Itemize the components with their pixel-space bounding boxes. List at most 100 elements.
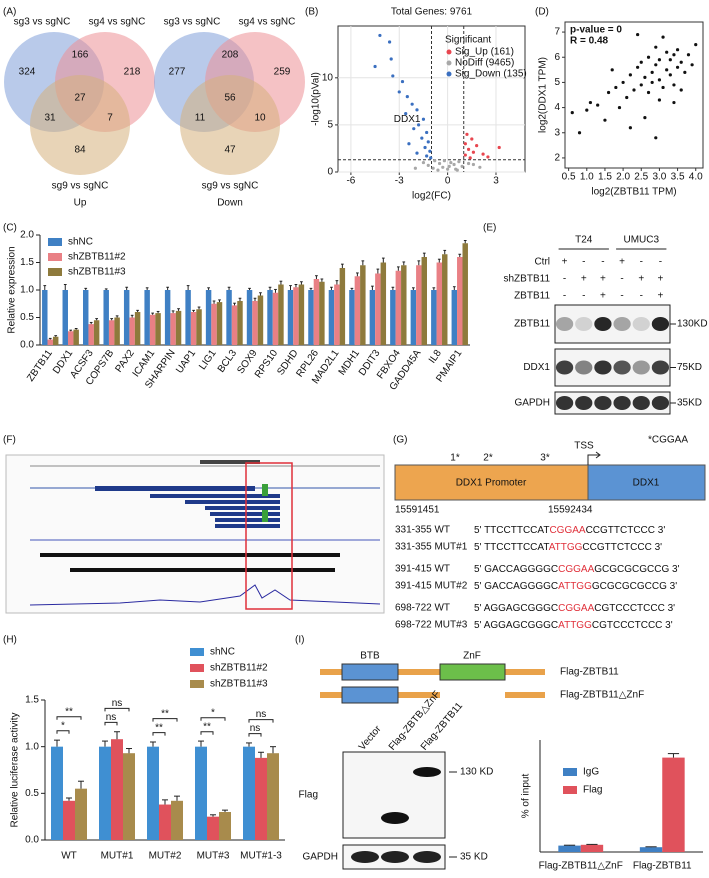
venn-circle bbox=[180, 75, 280, 175]
point bbox=[632, 88, 636, 92]
legend-swatch bbox=[446, 71, 452, 77]
sequence-part: 5' GACCAGGGGC bbox=[474, 564, 558, 575]
sequence-part: ATTGG bbox=[558, 620, 592, 631]
site-label: 2* bbox=[483, 453, 493, 464]
bar bbox=[88, 324, 94, 345]
row-label: GAPDH bbox=[302, 852, 338, 863]
point bbox=[428, 149, 432, 153]
bar bbox=[129, 317, 135, 345]
sequence-part: CGGAA bbox=[549, 525, 585, 536]
venn-count: 10 bbox=[254, 113, 266, 124]
bar bbox=[369, 290, 376, 345]
panel-label: (B) bbox=[305, 7, 318, 18]
point bbox=[614, 85, 618, 90]
bar bbox=[267, 290, 273, 345]
venn-count: 324 bbox=[19, 67, 36, 78]
venn-set-label: sg9 vs sgNC bbox=[202, 181, 259, 192]
point bbox=[466, 161, 471, 166]
y-tick-label: 2 bbox=[554, 153, 560, 164]
point bbox=[387, 40, 392, 44]
significance-bracket bbox=[56, 730, 70, 734]
legend-label: shNC bbox=[210, 647, 235, 658]
bar bbox=[93, 320, 100, 345]
condition-sign: + bbox=[562, 257, 568, 268]
x-axis-label: log2(ZBTB11 TPM) bbox=[591, 187, 676, 198]
sequence: 5' GACCAGGGGCATTGGGCGCGCGCCG 3' bbox=[474, 581, 677, 592]
motif-legend: *CGGAA bbox=[648, 435, 688, 446]
sequence-part: ATTGG bbox=[549, 542, 583, 553]
significance-bracket bbox=[248, 719, 274, 723]
blot-band bbox=[381, 851, 409, 863]
browser-gene bbox=[205, 506, 280, 510]
point bbox=[470, 137, 474, 141]
bar bbox=[123, 290, 130, 345]
sequence-part: GCGCGCGCCG 3' bbox=[592, 581, 677, 592]
significance-bracket bbox=[104, 721, 118, 726]
browser-gene bbox=[185, 500, 280, 504]
tss-label: TSS bbox=[574, 441, 594, 452]
browser-gene bbox=[95, 486, 255, 491]
legend-label: shZBTB11#3 bbox=[210, 679, 268, 690]
point bbox=[425, 154, 429, 158]
point bbox=[421, 160, 426, 165]
point bbox=[690, 63, 694, 67]
point bbox=[433, 159, 437, 163]
bar bbox=[410, 290, 417, 345]
sequence-part: 5' TTCCTTCCAT bbox=[474, 542, 549, 553]
condition-sign: - bbox=[640, 257, 643, 268]
x-tick-label: 2.5 bbox=[634, 172, 648, 183]
point bbox=[668, 73, 672, 77]
y-tick-label: 0 bbox=[327, 167, 333, 178]
y-tick-label: 0.0 bbox=[20, 340, 34, 351]
x-tick-label: MUT#3 bbox=[197, 851, 230, 862]
blot-band bbox=[632, 317, 650, 331]
bar bbox=[451, 290, 458, 345]
point bbox=[415, 108, 419, 112]
bar bbox=[99, 746, 111, 840]
sequence-part: 5' TTCCTTCCAT bbox=[474, 525, 549, 536]
bar bbox=[328, 290, 335, 345]
bar bbox=[63, 800, 75, 840]
construct-label: Flag-ZBTB11△ZnF bbox=[560, 690, 644, 701]
point bbox=[617, 105, 622, 110]
venn-set-label: sg9 vs sgNC bbox=[52, 181, 109, 192]
promoter-box bbox=[394, 464, 589, 501]
genome-browser bbox=[5, 454, 385, 614]
bar bbox=[75, 788, 87, 840]
y-tick-label: 3 bbox=[554, 127, 560, 138]
condition-sign: + bbox=[600, 274, 606, 285]
legend-swatch bbox=[190, 680, 204, 688]
y-axis-label: Relative expression bbox=[7, 246, 18, 333]
point bbox=[675, 65, 680, 69]
y-tick-label: 0.5 bbox=[25, 788, 39, 799]
highlight-box bbox=[245, 462, 293, 610]
y-tick-label: 5 bbox=[554, 77, 560, 88]
point bbox=[686, 53, 691, 57]
sequence-label: 391-415 WT bbox=[395, 564, 450, 575]
bar bbox=[319, 281, 325, 345]
sequence-label: 331-355 MUT#1 bbox=[395, 542, 468, 553]
point bbox=[628, 126, 632, 130]
point bbox=[636, 65, 640, 69]
point bbox=[447, 164, 451, 168]
bar bbox=[287, 290, 294, 345]
bar bbox=[226, 290, 232, 345]
size-label: 130 KD bbox=[460, 767, 493, 778]
x-tick-label: IL8 bbox=[427, 348, 444, 366]
point bbox=[646, 90, 651, 95]
point bbox=[675, 48, 680, 52]
x-tick-label: WT bbox=[61, 851, 77, 862]
point bbox=[407, 142, 411, 146]
bar bbox=[108, 320, 115, 345]
x-tick-label: MUT#1 bbox=[101, 851, 134, 862]
y-tick-label: 6 bbox=[554, 52, 560, 63]
point bbox=[694, 43, 698, 47]
point bbox=[606, 90, 611, 95]
bar bbox=[149, 314, 156, 345]
y-tick-label: 7 bbox=[554, 27, 560, 38]
point bbox=[625, 95, 629, 100]
point bbox=[412, 127, 416, 131]
x-tick-label: Flag-ZBTB11△ZnF bbox=[539, 861, 623, 872]
bar bbox=[231, 305, 238, 345]
y-axis-label: -log10(pVal) bbox=[311, 72, 322, 126]
